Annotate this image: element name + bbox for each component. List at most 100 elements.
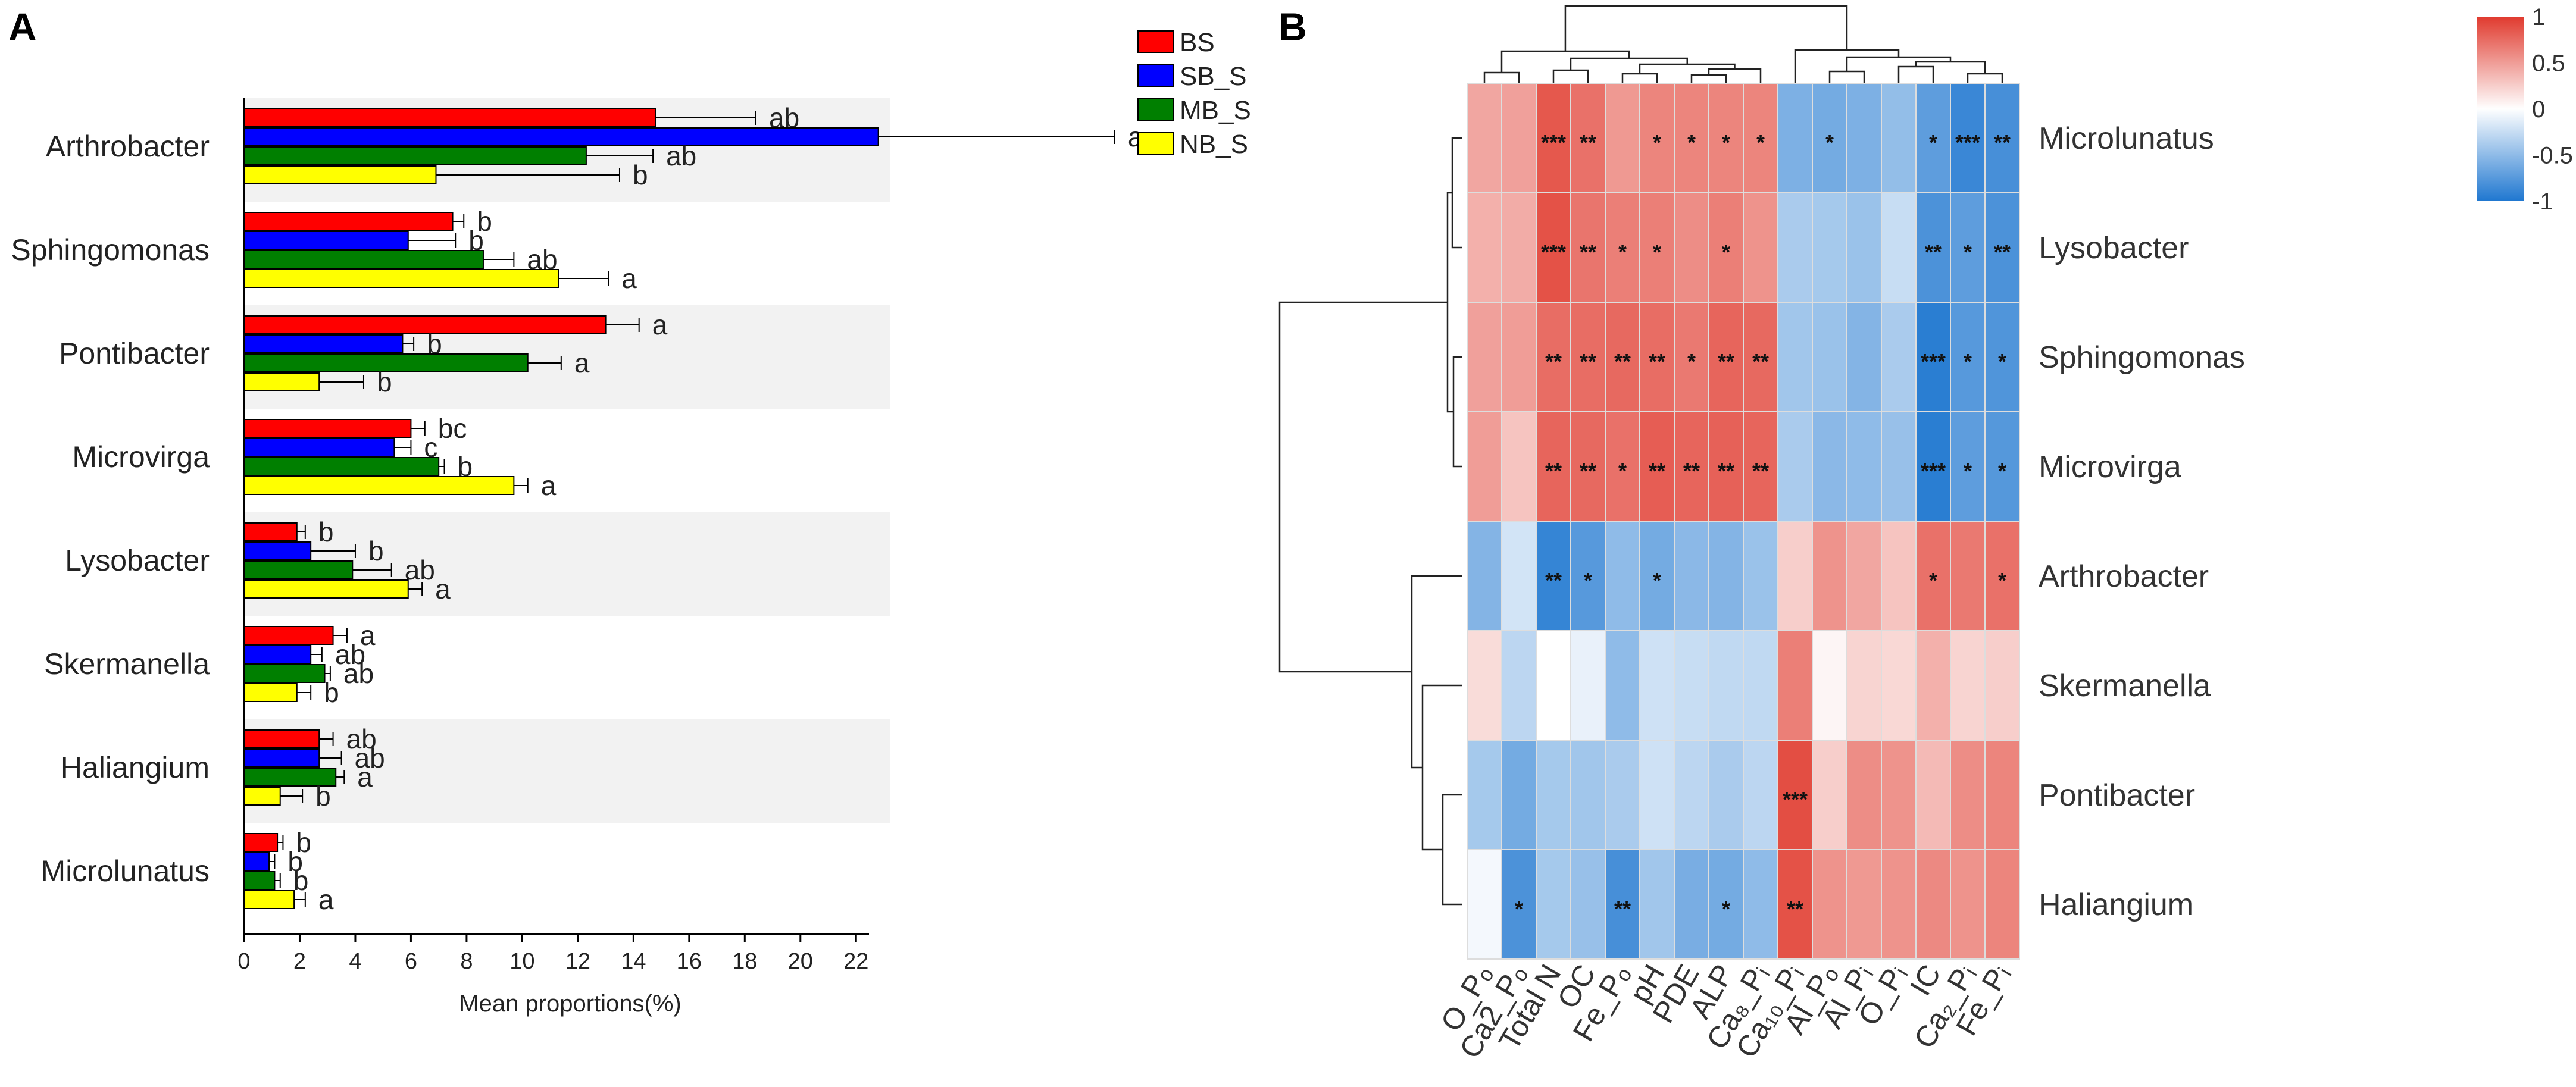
significance-stars: **	[1580, 349, 1596, 374]
heatmap-cell	[1570, 849, 1606, 960]
bar	[243, 890, 295, 909]
heatmap-cell	[1674, 192, 1709, 303]
significance-stars: *	[1998, 568, 2006, 593]
bar	[243, 457, 440, 476]
heatmap-cell	[1846, 192, 1882, 303]
heatmap-cell	[1605, 630, 1640, 741]
bar	[243, 626, 334, 645]
heatmap-cell	[1950, 630, 1986, 741]
heatmap-cell	[1467, 302, 1502, 412]
heatmap-cell	[1881, 630, 1917, 741]
heatmap-cell	[1777, 630, 1813, 741]
x-tick-label: 0	[237, 949, 250, 974]
heatmap-cell	[1743, 521, 1778, 631]
heatmap-row-label: Arthrobacter	[2039, 559, 2209, 594]
dendrogram-branch	[1500, 50, 1630, 73]
category-label: Pontibacter	[59, 337, 210, 370]
significance-letter: b	[293, 865, 309, 896]
heatmap-cell	[1812, 740, 1847, 850]
heatmap-cell	[1777, 302, 1813, 412]
heatmap-cell	[1501, 83, 1537, 193]
heatmap-cell	[1674, 521, 1709, 631]
dendrogram-branch	[1621, 73, 1658, 83]
bar	[243, 315, 607, 334]
significance-letter: a	[318, 884, 334, 915]
bar	[243, 334, 404, 353]
significance-stars: *	[1584, 568, 1592, 593]
heatmap-cell	[1950, 411, 1986, 522]
heatmap-cell	[1467, 411, 1502, 522]
significance-letter: ab	[405, 555, 435, 585]
significance-letter: a	[574, 347, 590, 378]
category-label: Sphingomonas	[11, 233, 210, 267]
heatmap-cell	[1777, 411, 1813, 522]
x-tick-label: 6	[405, 949, 417, 974]
heatmap-cell	[1639, 411, 1675, 522]
dendrogram-branch	[1278, 301, 1448, 673]
bar	[243, 579, 409, 599]
heatmap-cell	[1950, 740, 1986, 850]
x-tick-label: 20	[788, 949, 813, 974]
bar	[243, 729, 320, 748]
heatmap-cell	[1674, 83, 1709, 193]
significance-stars: *	[1618, 240, 1627, 264]
heatmap-cell	[1467, 521, 1502, 631]
significance-stars: *	[1929, 568, 1937, 593]
significance-stars: **	[1580, 130, 1596, 155]
panel-a-letter: A	[8, 5, 37, 49]
legend-label: NB_S	[1180, 130, 1248, 159]
x-tick-label: 18	[732, 949, 757, 974]
heatmap-cell	[1777, 521, 1813, 631]
dendrogram-branch	[1828, 70, 1865, 83]
heatmap-cell	[1570, 630, 1606, 741]
x-tick-label: 12	[565, 949, 590, 974]
legend-swatch	[1137, 98, 1174, 121]
heatmap-cell	[1881, 849, 1917, 960]
dendrogram-branch	[1915, 61, 1986, 74]
heatmap-cell	[1984, 740, 2020, 850]
category-label: Microvirga	[72, 440, 210, 474]
significance-stars: *	[1687, 130, 1696, 155]
heatmap-row-label: Sphingomonas	[2039, 340, 2245, 375]
heatmap-cell	[1812, 849, 1847, 960]
bar	[243, 127, 879, 146]
significance-stars: **	[1614, 897, 1631, 921]
category-label: Skermanella	[44, 647, 210, 681]
significance-letter: a	[360, 620, 376, 651]
significance-stars: *	[1722, 130, 1730, 155]
colorbar	[2477, 17, 2524, 201]
significance-stars: *	[1756, 130, 1765, 155]
significance-letter: a	[621, 263, 637, 294]
significance-stars: **	[1718, 459, 1734, 483]
heatmap-row-label: Skermanella	[2039, 669, 2211, 703]
x-tick-label: 4	[349, 949, 361, 974]
significance-stars: **	[1614, 349, 1631, 374]
significance-stars: *	[1653, 568, 1661, 593]
x-tick-label: 8	[460, 949, 473, 974]
significance-stars: *	[1722, 897, 1730, 921]
heatmap-cell	[1777, 192, 1813, 303]
heatmap-cell	[1639, 630, 1675, 741]
legend-label: MB_S	[1180, 96, 1251, 125]
significance-stars: *	[1825, 130, 1834, 155]
bar	[243, 146, 587, 165]
heatmap-cell	[1467, 83, 1502, 193]
significance-stars: *	[1964, 459, 1972, 483]
bar-chart: ArthrobacterabaabbSphingomonasbbabaPonti…	[11, 28, 1251, 1017]
significance-letter: b	[296, 827, 311, 858]
bar	[243, 833, 279, 852]
heatmap-cell	[1570, 302, 1606, 412]
significance-stars: *	[1653, 130, 1661, 155]
heatmap-cell	[1812, 192, 1847, 303]
significance-stars: *	[1515, 897, 1523, 921]
significance-stars: **	[1925, 240, 1942, 264]
heatmap-cell	[1708, 302, 1744, 412]
heatmap-cell	[1743, 849, 1778, 960]
legend-swatch	[1137, 30, 1174, 53]
significance-stars: *	[1998, 349, 2006, 374]
bar	[243, 664, 326, 683]
heatmap-cell	[1777, 849, 1813, 960]
heatmap-cell	[1915, 411, 1951, 522]
heatmap-cell	[1881, 192, 1917, 303]
